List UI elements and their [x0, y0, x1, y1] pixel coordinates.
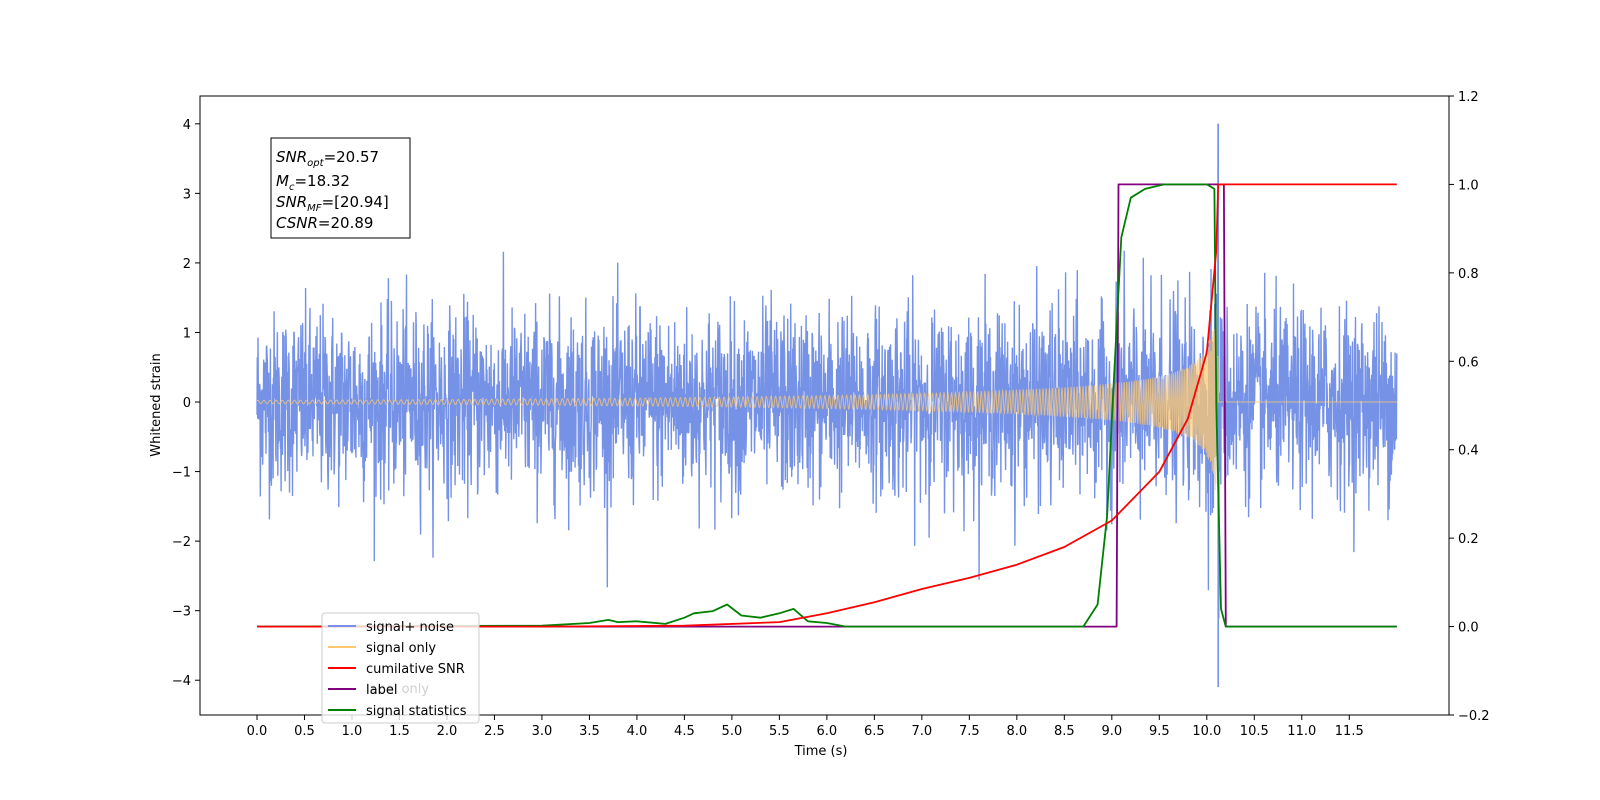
x-tick-label: 0.5 — [294, 724, 315, 739]
x-tick-label: 9.5 — [1149, 724, 1170, 739]
legend-box — [321, 612, 480, 724]
annotation-snr-opt: SNRopt=20.57 — [276, 148, 379, 169]
x-tick-label: 11.5 — [1335, 724, 1364, 739]
series-signal-only — [256, 308, 1397, 491]
x-tick-label: 10.0 — [1192, 724, 1221, 739]
x-tick-label: 7.5 — [959, 724, 980, 739]
y-tick-label: −2 — [172, 535, 191, 550]
y-tick-label: −1 — [172, 466, 191, 481]
annotation-csnr: CSNR=20.89 — [276, 214, 373, 232]
y2-tick-label: 1.2 — [1458, 90, 1479, 105]
x-tick-label: 11.0 — [1287, 724, 1316, 739]
y-tick-label: −4 — [172, 674, 191, 689]
y-tick-label: 4 — [183, 118, 191, 133]
x-axis-label: Time (s) — [794, 744, 848, 759]
legend-items: signal+ noise signal only cumilative SNR la… — [328, 620, 467, 719]
legend-label: signal+ noise — [366, 620, 454, 635]
y-tick-label: 1 — [183, 326, 191, 341]
y2-tick-label: 0.0 — [1458, 621, 1479, 636]
y-axis-label: Whitened strain — [149, 353, 164, 456]
annotation-snr-mf: SNRMF=[20.94] — [276, 193, 389, 214]
y2-tick-label: −0.2 — [1458, 709, 1490, 724]
x-tick-label: 1.0 — [342, 724, 363, 739]
annotation-mc: Mc=18.32 — [276, 172, 350, 193]
y2-tick-label: 0.4 — [1458, 444, 1479, 459]
series-signal-statistics — [256, 183, 1397, 628]
x-tick-label: 4.5 — [674, 724, 695, 739]
x-tick-label: 2.0 — [437, 724, 458, 739]
x-tick-label: 8.0 — [1006, 724, 1027, 739]
y2-tick-label: 0.8 — [1458, 267, 1479, 282]
x-tick-label: 5.5 — [769, 724, 790, 739]
y-tick-label: 0 — [183, 396, 191, 411]
legend-hidden-text: label only — [366, 682, 429, 697]
x-tick-label: 1.5 — [389, 724, 410, 739]
x-tick-label: 7.0 — [912, 724, 933, 739]
legend-label: signal only — [366, 641, 436, 656]
plot-area — [256, 123, 1398, 688]
x-tick-label: 5.0 — [722, 724, 743, 739]
y-tick-label: 2 — [183, 257, 191, 272]
y-tick-label: −3 — [172, 605, 191, 620]
x-tick-label: 0.0 — [247, 724, 268, 739]
y-tick-label: 3 — [183, 187, 191, 202]
legend-label: signal statistics — [366, 704, 467, 719]
x-tick-label: 9.0 — [1101, 724, 1122, 739]
stats-annotation-box: SNRopt=20.57 Mc=18.32 SNRMF=[20.94] CSNR… — [270, 137, 411, 239]
x-tick-label: 3.5 — [579, 724, 600, 739]
x-tick-label: 4.0 — [627, 724, 648, 739]
plot-frame — [199, 95, 1450, 716]
y2-tick-label: 0.6 — [1458, 355, 1479, 370]
legend-label: label — [366, 683, 397, 698]
y2-tick-label: 1.0 — [1458, 178, 1479, 193]
x-tick-label: 10.5 — [1240, 724, 1269, 739]
series-cumulative-snr — [257, 183, 1397, 628]
y2-tick-label: 0.2 — [1458, 532, 1479, 547]
x-tick-label: 6.5 — [864, 724, 885, 739]
y-axis-right: 1.2 1.0 0.8 0.6 0.4 0.2 0.0 −0.2 — [1449, 90, 1490, 724]
x-axis: 0.0 0.5 1.0 1.5 2.0 2.5 3.0 3.5 4.0 4.5 5.0 5.5 6.0 6… — [247, 715, 1364, 739]
x-tick-label: 6.0 — [817, 724, 838, 739]
x-tick-label: 8.5 — [1054, 724, 1075, 739]
legend: label only signal+ noise signal only cumil… — [321, 612, 480, 724]
x-tick-label: 2.5 — [484, 724, 505, 739]
x-tick-label: 3.0 — [532, 724, 553, 739]
y-axis-left: 4 3 2 1 0 −1 −2 −3 −4 — [172, 118, 200, 689]
legend-label: cumilative SNR — [366, 662, 465, 677]
